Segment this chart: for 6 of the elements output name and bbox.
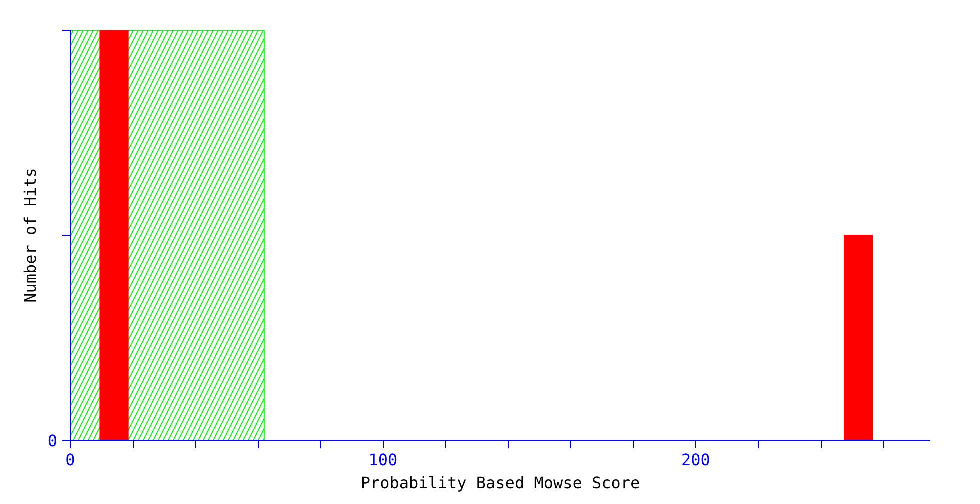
x-tick-label: 100: [368, 450, 398, 470]
x-tick-label: 0: [66, 450, 76, 470]
x-axis-title: Probability Based Mowse Score: [360, 474, 640, 492]
text: 0: [48, 432, 58, 450]
y-axis-title: Number of Hits: [20, 168, 40, 303]
x-tick-label: 200: [682, 450, 710, 470]
